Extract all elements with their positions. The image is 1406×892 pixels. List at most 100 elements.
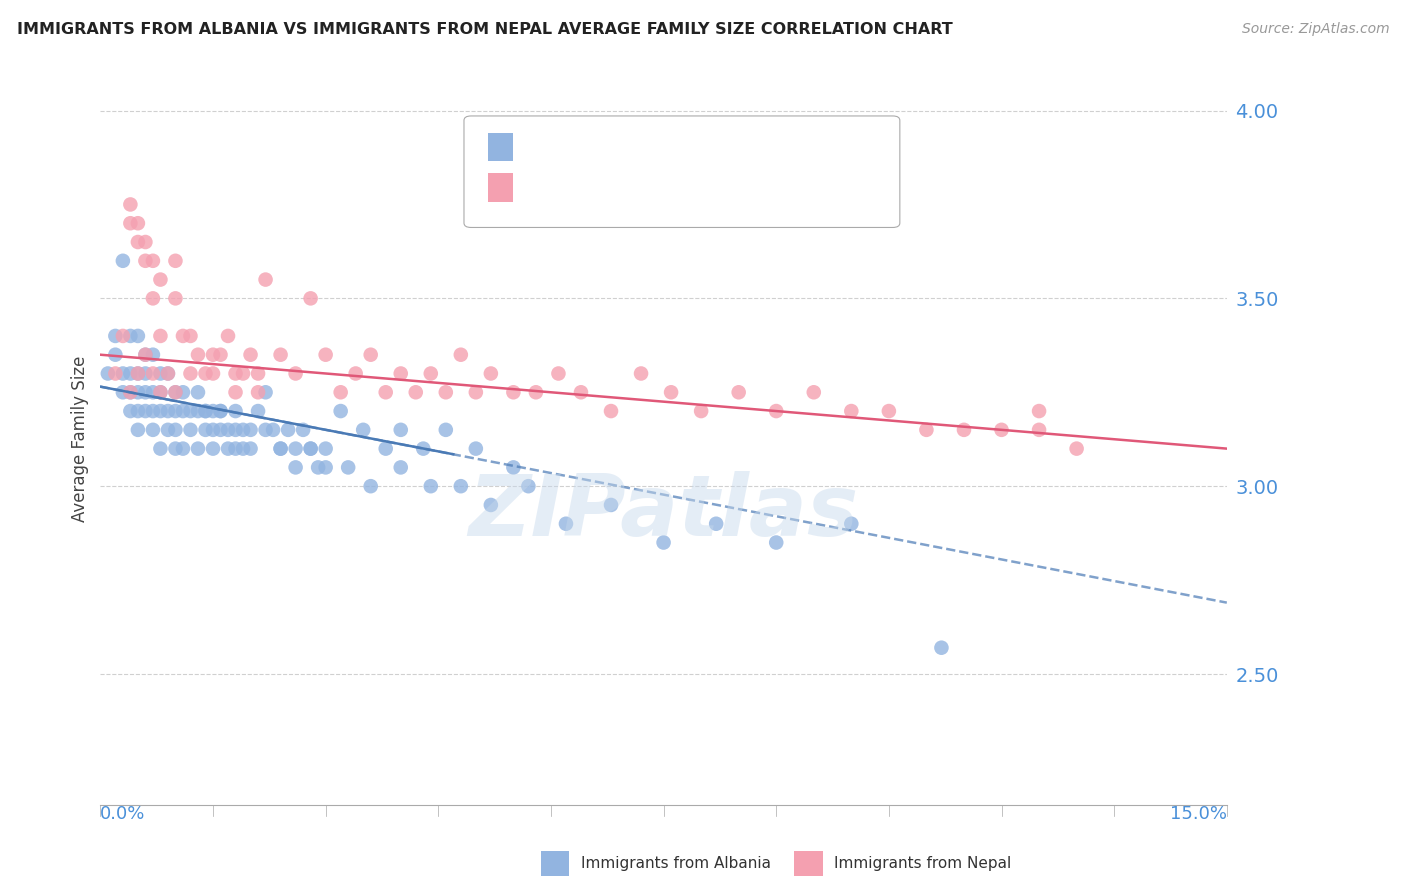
Point — [247, 385, 270, 400]
Point — [127, 423, 149, 437]
Text: Immigrants from Nepal: Immigrants from Nepal — [834, 856, 1011, 871]
Point — [405, 385, 427, 400]
Point — [217, 442, 239, 456]
Point — [659, 385, 682, 400]
Point — [201, 423, 224, 437]
Point — [172, 329, 194, 343]
Point — [149, 385, 172, 400]
Point — [877, 404, 900, 418]
Point — [270, 442, 292, 456]
Point — [630, 367, 652, 381]
Point — [284, 460, 307, 475]
Point — [270, 442, 292, 456]
Point — [120, 367, 142, 381]
Point — [120, 404, 142, 418]
Point — [187, 404, 209, 418]
Point — [201, 404, 224, 418]
Point — [134, 348, 156, 362]
Point — [225, 423, 247, 437]
Point — [142, 253, 165, 268]
Point — [569, 385, 592, 400]
Point — [201, 348, 224, 362]
Point — [156, 367, 179, 381]
Point — [111, 367, 134, 381]
Point — [194, 404, 217, 418]
Point — [201, 367, 224, 381]
Point — [555, 516, 578, 531]
Point — [127, 216, 149, 230]
Point — [111, 329, 134, 343]
Point — [374, 385, 396, 400]
Point — [1028, 423, 1050, 437]
Point — [239, 348, 262, 362]
Point — [239, 442, 262, 456]
Point — [915, 423, 938, 437]
Point — [704, 516, 727, 531]
Text: N =: N = — [633, 178, 669, 196]
Point — [142, 385, 165, 400]
Point — [839, 404, 862, 418]
Point — [239, 423, 262, 437]
Point — [104, 348, 127, 362]
Point — [142, 423, 165, 437]
Point — [284, 442, 307, 456]
Point — [111, 385, 134, 400]
Point — [149, 272, 172, 286]
Point — [187, 348, 209, 362]
Point — [165, 385, 187, 400]
Point — [502, 385, 524, 400]
Text: -0.107: -0.107 — [564, 178, 623, 196]
Point — [142, 291, 165, 305]
Point — [374, 442, 396, 456]
Point — [434, 385, 457, 400]
Point — [172, 385, 194, 400]
Point — [142, 367, 165, 381]
Point — [120, 385, 142, 400]
Point — [209, 404, 232, 418]
Text: 15.0%: 15.0% — [1170, 805, 1227, 823]
Point — [120, 329, 142, 343]
Point — [179, 329, 201, 343]
Point — [254, 385, 277, 400]
Point — [225, 442, 247, 456]
Point — [156, 423, 179, 437]
Point — [104, 367, 127, 381]
Point — [412, 442, 434, 456]
Point — [502, 460, 524, 475]
Point — [765, 535, 787, 549]
Point — [165, 253, 187, 268]
Point — [232, 423, 254, 437]
Point — [104, 329, 127, 343]
Point — [765, 404, 787, 418]
Point — [254, 423, 277, 437]
Point — [337, 460, 360, 475]
Point — [254, 272, 277, 286]
Point — [329, 385, 352, 400]
Point — [134, 385, 156, 400]
Point — [329, 404, 352, 418]
Point — [434, 423, 457, 437]
Point — [127, 385, 149, 400]
Point — [931, 640, 953, 655]
Text: ZIPatlas: ZIPatlas — [468, 471, 859, 554]
Point — [97, 367, 120, 381]
Point — [165, 291, 187, 305]
Point — [284, 367, 307, 381]
Point — [120, 197, 142, 211]
Point — [270, 348, 292, 362]
Point — [127, 367, 149, 381]
Point — [149, 404, 172, 418]
Point — [464, 442, 486, 456]
Text: 97: 97 — [665, 138, 689, 156]
Point — [315, 460, 337, 475]
Point — [127, 329, 149, 343]
Point — [127, 367, 149, 381]
Point — [389, 367, 412, 381]
Text: Immigrants from Albania: Immigrants from Albania — [581, 856, 770, 871]
Text: R =: R = — [527, 178, 564, 196]
Point — [292, 423, 315, 437]
Point — [172, 442, 194, 456]
Point — [134, 367, 156, 381]
Point — [120, 385, 142, 400]
Point — [450, 479, 472, 493]
